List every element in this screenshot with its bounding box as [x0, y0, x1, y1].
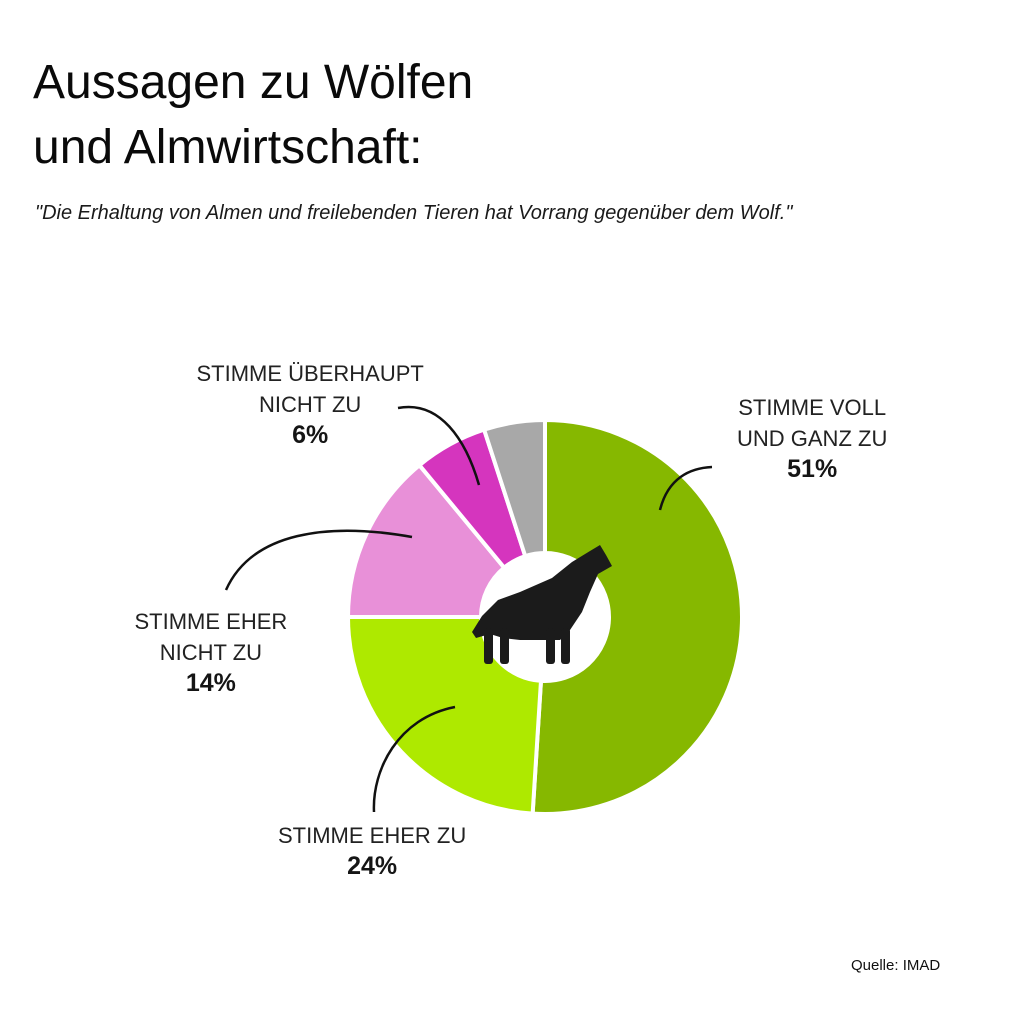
chart-subtitle: "Die Erhaltung von Almen und freilebende… [35, 202, 793, 224]
pie-slice-2 [345, 462, 508, 619]
slice-value-1: 24% [347, 852, 398, 880]
pie-slice-4 [481, 417, 547, 559]
source-note: Quelle: IMAD [851, 957, 941, 974]
slice-label-2-line-1: NICHT ZU [159, 640, 263, 665]
chart-title-line-1: Aussagen zu Wölfen [33, 56, 474, 109]
leader-line-slice-1 [372, 705, 456, 813]
leader-line-slice-3 [397, 405, 481, 486]
slice-value-0: 51% [787, 455, 838, 483]
pie-slice-1 [345, 615, 544, 816]
slice-value-2: 14% [185, 669, 236, 697]
pie-slice-0 [530, 417, 744, 816]
slice-label-3-line-0: STIMME ÜBERHAUPT [196, 361, 424, 386]
leader-line-slice-0 [658, 465, 713, 511]
slice-label-0-line-1: UND GANZ ZU [737, 426, 888, 451]
chart-title-line-2: und Almwirtschaft: [33, 121, 423, 174]
howling-wolf-icon [472, 545, 612, 664]
slice-label-3: STIMME ÜBERHAUPT NICHT ZU 6% [197, 358, 424, 451]
slice-label-3-line-1: NICHT ZU [259, 392, 362, 417]
slice-label-0-line-0: STIMME VOLL [738, 395, 887, 420]
slice-label-1-line-0: STIMME EHER ZU [278, 823, 467, 848]
slice-label-2: STIMME EHER NICHT ZU 14% [135, 606, 288, 699]
slice-label-0: STIMME VOLL UND GANZ ZU 51% [737, 392, 887, 485]
slice-label-1: STIMME EHER ZU 24% [278, 820, 466, 882]
slice-label-2-line-0: STIMME EHER [134, 609, 288, 634]
chart-title: Aussagen zu Wölfen und Almwirtschaft: [33, 50, 473, 180]
slice-value-3: 6% [292, 421, 329, 449]
leader-line-slice-2 [224, 529, 413, 591]
